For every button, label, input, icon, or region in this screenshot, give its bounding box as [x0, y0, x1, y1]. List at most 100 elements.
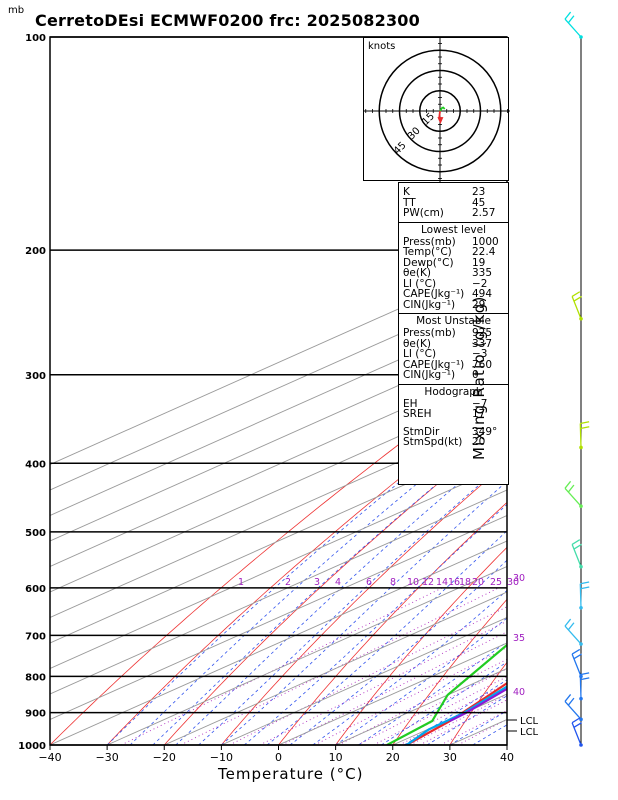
wind-barb-flag [580, 672, 590, 676]
x-tick-label: 10 [329, 751, 343, 764]
mixing-ratio-label: 4 [335, 577, 341, 588]
wind-barb-flag [564, 618, 572, 627]
wind-barb-flag [571, 717, 581, 724]
x-tick-label: 0 [275, 751, 282, 764]
wind-barb [564, 618, 583, 646]
hodograph-panel: knots 15 30 45 [363, 37, 510, 182]
most-unstable-row: CIN(Jkg⁻¹) 0 [399, 370, 508, 381]
storm-motion-arrow [437, 117, 444, 125]
wind-barb-flag [571, 648, 581, 655]
lowest-level-row: LI (°C) −2 [399, 278, 508, 290]
theta-e-label: 35 [513, 633, 525, 644]
wind-barb-flag [567, 15, 575, 24]
dewpoint-profile [386, 643, 507, 745]
pressure-unit-label: mb [8, 5, 25, 16]
most-unstable-title: Most Unstable [416, 315, 491, 327]
parcel-lowest-profile [405, 685, 507, 745]
wind-barb [564, 11, 583, 39]
isotherm [50, 259, 507, 465]
hodograph-ring-label: 45 [392, 140, 409, 157]
most-unstable-value: 925 [472, 327, 493, 339]
lowest-level-value: 1000 [472, 235, 499, 248]
dry-adiabat [50, 363, 507, 745]
index-value: 45 [472, 196, 486, 209]
storm-motion-block: StmDir 349° StmSpd(kt) 20 [399, 425, 508, 448]
wind-barb-flag [564, 11, 572, 20]
pressure-tick-label: 800 [25, 672, 46, 683]
mixing-ratio-line [338, 658, 507, 745]
temperature-profile [405, 681, 507, 745]
wind-barb-shaft [564, 701, 582, 720]
wind-barb-flag [580, 421, 590, 425]
isotherm [50, 540, 507, 745]
hodograph-index-key: EH [403, 397, 418, 410]
isotherm [50, 438, 507, 644]
pressure-tick-label: 300 [25, 371, 46, 382]
wind-barb-dot [579, 316, 583, 321]
isotherm [50, 387, 507, 593]
most-unstable-value: 337 [472, 337, 493, 350]
wind-barb-dot [579, 743, 583, 747]
mixing-ratio-label: 10 [407, 577, 419, 588]
hodograph-index-value: −7 [472, 397, 488, 410]
indices-top-block: K 23 TT 45 PW(cm) 2.57 [399, 183, 508, 219]
lowest-level-key: Temp(°C) [403, 246, 452, 258]
lowest-level-row: CAPE(Jkg⁻¹) 494 [399, 289, 508, 300]
wind-barb-flag [573, 295, 582, 302]
wind-barb-dot [579, 717, 583, 722]
dry-adiabat [221, 462, 507, 745]
storm-motion-row: StmDir 349° [399, 425, 508, 438]
mixing-ratio-label: 8 [390, 577, 396, 588]
lowest-level-key: Dewp(°C) [403, 256, 454, 269]
storm-motion-row: StmSpd(kt) 20 [399, 437, 508, 448]
wind-barb-flag [580, 677, 590, 681]
isotherm [221, 616, 507, 745]
wind-barb-flag [573, 543, 582, 550]
wind-barb-shaft [564, 18, 582, 38]
storm-motion-key: StmDir [403, 425, 440, 438]
lowest-level-key: CAPE(Jkg⁻¹) [403, 288, 465, 300]
hodograph-indices-title: Hodograph [424, 385, 483, 398]
wind-barb-shaft [571, 544, 582, 567]
wind-barb [564, 480, 583, 509]
wind-barb-shaft [579, 583, 582, 608]
lowest-level-row: Dewp(°C) 19 [399, 256, 508, 269]
wind-barb-flag [567, 484, 575, 493]
pressure-tick-label: 500 [25, 528, 46, 539]
dry-adiabat [106, 393, 507, 745]
lowest-level-value: 335 [472, 267, 493, 279]
isotherm [50, 463, 507, 669]
moist-adiabat [106, 396, 507, 745]
wind-barb-shaft [571, 722, 582, 746]
lowest-level-value: 19 [472, 256, 486, 269]
lowest-level-key: CIN(Jkg⁻¹) [403, 298, 456, 311]
mixing-ratio-line [121, 587, 443, 745]
wind-barb-shaft [571, 653, 582, 677]
storm-motion-value: 349° [472, 425, 498, 438]
wind-barb-dot [579, 35, 583, 39]
index-key: TT [403, 196, 416, 209]
most-unstable-value: −3 [472, 348, 488, 360]
pressure-tick-label: 400 [25, 459, 46, 470]
index-row: TT 45 [399, 196, 508, 209]
wind-barb-flag [573, 722, 582, 728]
dry-adiabat [564, 37, 618, 745]
mixing-ratio-label: 20 [472, 577, 484, 588]
lowest-level-block: Press(mb) 1000 Temp(°C) 22.4 Dewp(°C) 19 θe(K)… [399, 235, 508, 311]
wind-barb [579, 672, 590, 701]
lowest-level-title: Lowest level [420, 223, 487, 236]
index-key: K [403, 186, 410, 198]
moist-adiabat [129, 410, 507, 745]
mixing-ratio-label: 16 [448, 577, 460, 588]
wind-barb [571, 717, 583, 747]
wind-barb [579, 581, 590, 610]
lowest-level-value: 29 [472, 298, 486, 311]
x-axis-title: Temperature (°C) [218, 765, 364, 783]
pressure-tick-label: 700 [25, 631, 46, 642]
hodograph-segment [438, 110, 441, 118]
dry-adiabat [335, 546, 507, 745]
lowest-level-value: 22.4 [472, 246, 496, 258]
pressure-tick-label: 200 [25, 246, 46, 257]
hodograph-ring-label: 30 [406, 125, 423, 142]
